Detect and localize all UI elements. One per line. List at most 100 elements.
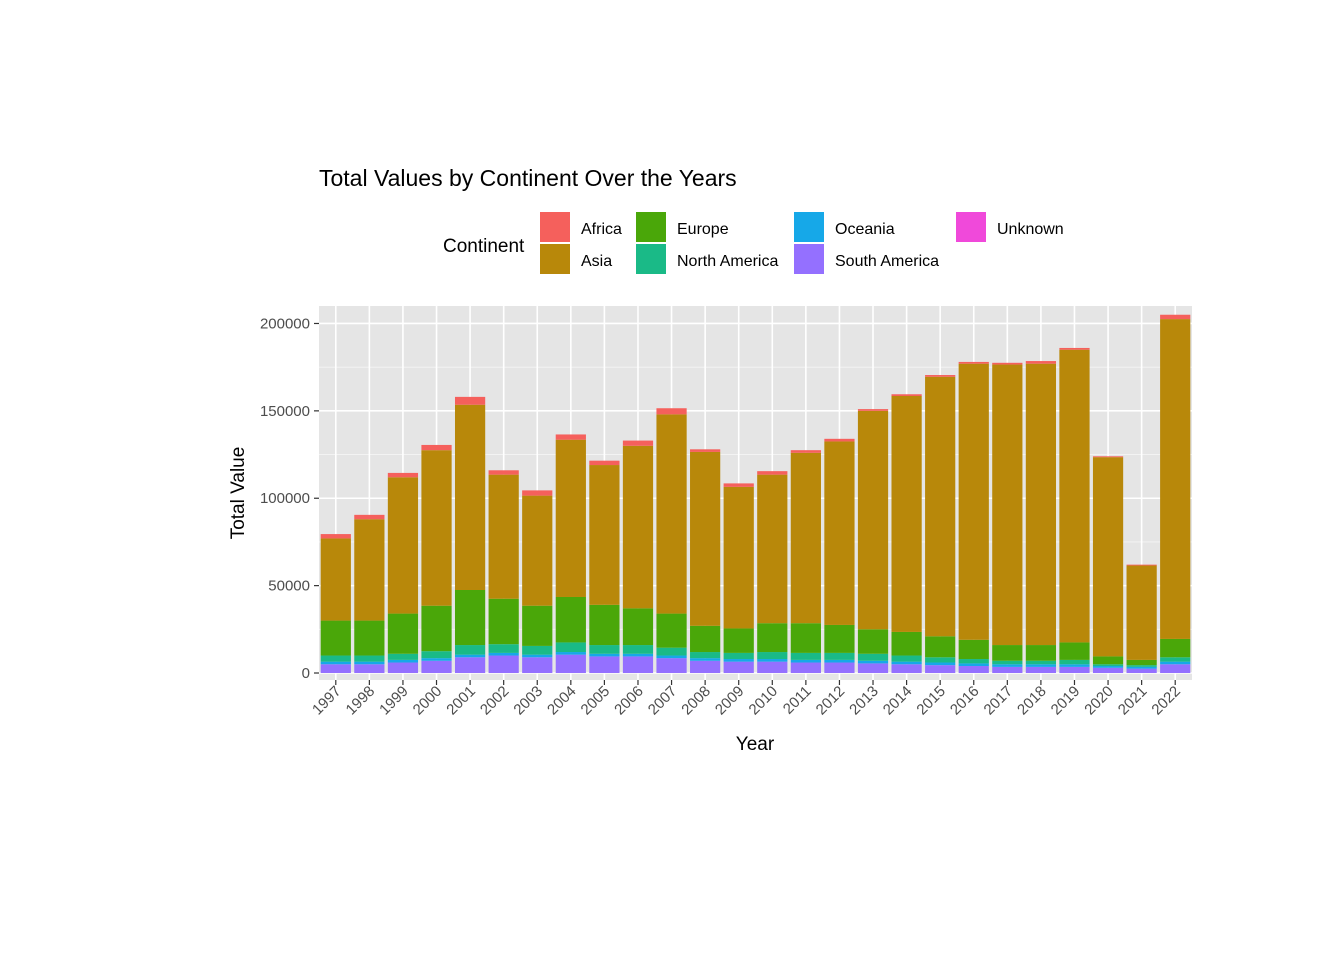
bar-2002-north-america (488, 644, 519, 653)
legend-label-north-america: North America (677, 253, 778, 270)
bar-2000-europe (421, 605, 452, 652)
bar-2010-oceania (757, 659, 788, 662)
bar-2022-africa (1160, 314, 1191, 320)
bar-2020-africa (1092, 456, 1124, 458)
bar-2021-africa (1126, 564, 1157, 566)
bar-2015-north-america (925, 657, 956, 663)
bar-2016-asia (958, 363, 989, 640)
y-tick-label: 50000 (268, 578, 310, 595)
y-tick-label: 100000 (260, 490, 310, 507)
bar-2002-south-america (488, 655, 519, 674)
bar-2011-africa (790, 450, 821, 453)
bar-2015-europe (925, 636, 956, 658)
bar-2016-south-america (958, 666, 989, 674)
bar-2001-asia (454, 404, 486, 590)
bar-2003-south-america (522, 657, 553, 674)
bar-2010-south-america (757, 661, 788, 674)
bar-1997-africa (320, 534, 351, 539)
bar-2011-asia (790, 452, 821, 624)
bars (320, 314, 1191, 674)
bar-1998-africa (354, 514, 385, 520)
bar-2014-europe (891, 631, 922, 656)
y-tick-label: 200000 (260, 315, 310, 332)
y-tick-label: 150000 (260, 403, 310, 420)
bar-2019-south-america (1059, 666, 1090, 674)
bar-2013-europe (857, 629, 889, 654)
bar-2012-europe (824, 624, 855, 653)
bar-2021-oceania (1126, 666, 1157, 669)
bar-2014-oceania (891, 661, 922, 665)
bar-2004-asia (555, 439, 586, 597)
bar-2022-north-america (1160, 657, 1191, 662)
bar-2008-europe (690, 625, 721, 653)
legend-swatch-south-america (794, 244, 824, 274)
bar-2001-south-america (454, 657, 486, 674)
bar-2004-north-america (555, 642, 586, 653)
bar-2019-europe (1059, 642, 1090, 660)
bar-2005-oceania (589, 653, 620, 657)
y-axis: 0 50000 100000 150000 200000 (260, 315, 319, 682)
bar-2004-africa (555, 434, 586, 440)
bar-2019-asia (1059, 349, 1090, 643)
bar-2010-africa (757, 471, 788, 475)
bar-2015-south-america (925, 665, 956, 674)
bar-2007-asia (656, 414, 687, 614)
bar-2011-europe (790, 623, 821, 653)
bar-2011-south-america (790, 662, 821, 674)
bar-1997-oceania (320, 661, 351, 665)
bar-2021-north-america (1126, 665, 1157, 667)
bar-2017-south-america (992, 666, 1023, 674)
bar-2018-europe (1025, 645, 1057, 661)
bar-2005-south-america (589, 656, 620, 674)
bar-2007-oceania (656, 655, 687, 659)
bar-2021-south-america (1126, 668, 1157, 674)
bar-2019-africa (1059, 347, 1090, 350)
bar-1999-asia (387, 477, 419, 614)
bar-2003-north-america (522, 645, 553, 655)
bar-2012-north-america (824, 652, 855, 660)
bar-2017-north-america (992, 660, 1023, 665)
bar-2015-asia (925, 376, 956, 637)
bar-2012-africa (824, 438, 855, 442)
bar-2010-north-america (757, 652, 788, 660)
bar-2000-north-america (421, 651, 452, 659)
bar-2001-north-america (454, 645, 486, 655)
bar-2021-europe (1126, 659, 1157, 666)
bar-2014-north-america (891, 655, 922, 662)
legend-label-asia: Asia (581, 253, 612, 270)
bar-2000-africa (421, 444, 452, 451)
bar-2008-asia (690, 451, 721, 626)
bar-2010-europe (757, 623, 788, 653)
legend-label-unknown: Unknown (997, 221, 1064, 238)
bar-2000-asia (421, 450, 452, 606)
bar-2022-south-america (1160, 664, 1191, 674)
bar-2010-asia (757, 474, 788, 624)
legend-swatch-oceania (794, 212, 824, 242)
bar-2014-south-america (891, 664, 922, 674)
bar-2013-asia (857, 410, 889, 630)
bar-2003-asia (522, 495, 553, 606)
bar-2000-south-america (421, 660, 452, 674)
legend-label-europe: Europe (677, 221, 729, 238)
bar-2002-asia (488, 474, 519, 599)
bar-2008-north-america (690, 652, 721, 659)
legend-swatch-north-america (636, 244, 666, 274)
bar-2004-south-america (555, 654, 586, 674)
bar-2001-africa (454, 396, 486, 405)
legend: Continent Africa Asia Europe North America O… (443, 212, 1064, 274)
bar-2009-europe (723, 628, 754, 653)
bar-2012-asia (824, 441, 855, 625)
bar-2014-asia (891, 396, 922, 632)
bar-2021-asia (1126, 565, 1157, 660)
bar-2009-oceania (723, 659, 754, 662)
legend-label-oceania: Oceania (835, 221, 895, 238)
bar-1998-south-america (354, 664, 385, 674)
y-axis-title: Total Value (228, 447, 249, 540)
bar-2004-europe (555, 596, 586, 643)
bar-2022-oceania (1160, 661, 1191, 665)
bar-1999-south-america (387, 662, 419, 674)
bar-2011-oceania (790, 659, 821, 663)
bar-2005-north-america (589, 645, 620, 654)
bar-2018-north-america (1025, 660, 1057, 665)
bar-2016-africa (958, 361, 989, 364)
